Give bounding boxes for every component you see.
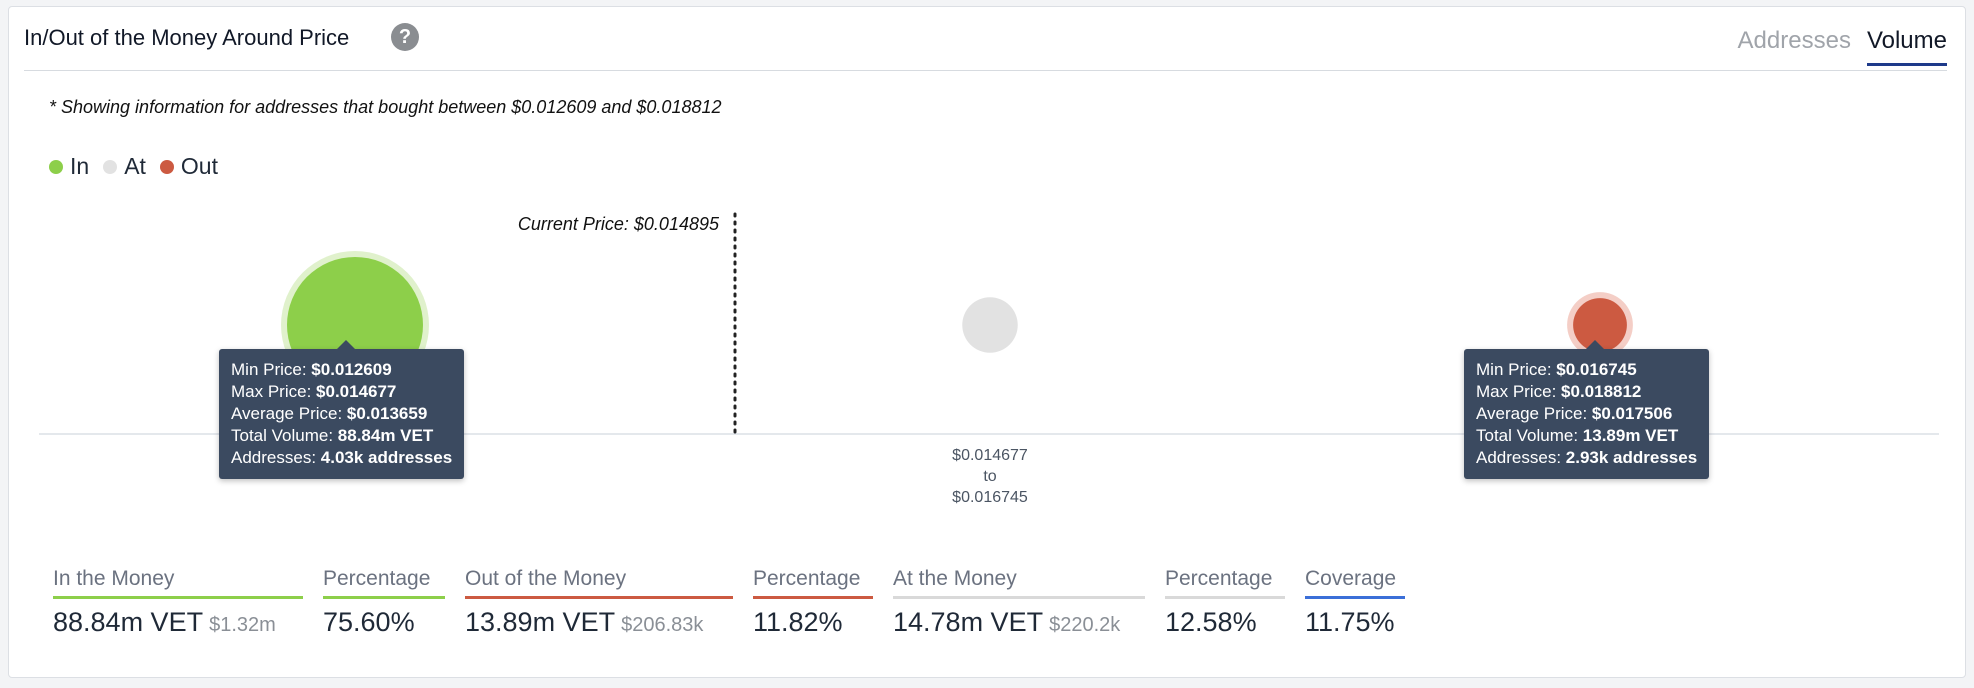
- stat-value: 11.75%: [1305, 607, 1395, 637]
- tooltip-row: Addresses: 4.03k addresses: [231, 448, 453, 467]
- x-tick-label: to: [983, 468, 996, 485]
- legend-dot-in: [49, 159, 63, 174]
- stat-out-of-the-money: Out of the Money 13.89m VET $206.83k: [465, 567, 733, 638]
- tooltip-row: Max Price: $0.014677: [231, 382, 397, 401]
- view-tabs: Addresses Volume: [1738, 27, 1947, 66]
- help-icon[interactable]: ?: [391, 23, 419, 51]
- stat-in-the-money: In the Money 88.84m VET $1.32m: [53, 567, 303, 638]
- legend-dot-at: [103, 159, 118, 174]
- legend-item-in[interactable]: In: [49, 153, 89, 180]
- legend-item-at[interactable]: At: [103, 153, 146, 180]
- chart-legend: In At Out: [49, 153, 218, 180]
- tooltip-out: Min Price: $0.016745 Max Price: $0.01881…: [1464, 340, 1710, 479]
- page-title: In/Out of the Money Around Price: [24, 25, 350, 50]
- stat-value: 11.82%: [753, 607, 843, 637]
- tooltip-arrow: [337, 340, 355, 349]
- legend-label-out: Out: [180, 153, 218, 179]
- tooltip-in: Min Price: $0.012609 Max Price: $0.01467…: [219, 340, 465, 479]
- iomap-card: In/Out of the Money Around Price ? Addre…: [8, 6, 1966, 678]
- tooltip-row: Max Price: $0.018812: [1476, 382, 1642, 401]
- stat-label[interactable]: Percentage: [1165, 567, 1285, 599]
- stat-in-percentage: Percentage 75.60%: [323, 567, 445, 638]
- current-price-label: Current Price: $0.014895: [518, 214, 720, 234]
- stat-value: 14.78m VET $220.2k: [893, 607, 1121, 637]
- legend-label-at: At: [124, 153, 146, 179]
- stat-value: 75.60%: [323, 607, 415, 637]
- stat-label[interactable]: Coverage: [1305, 567, 1405, 599]
- bubble-out: [1573, 298, 1627, 352]
- tooltip-row: Average Price: $0.017506: [1476, 404, 1673, 423]
- stat-at-percentage: Percentage 12.58%: [1165, 567, 1285, 638]
- tooltip-row: Average Price: $0.013659: [231, 404, 428, 423]
- tooltip-row: Min Price: $0.012609: [231, 360, 392, 379]
- stat-label[interactable]: Percentage: [323, 567, 445, 599]
- x-tick-label: $0.014677: [952, 447, 1028, 464]
- tooltip-row: Min Price: $0.016745: [1476, 360, 1637, 379]
- legend-label-in: In: [70, 153, 90, 179]
- tooltip-row: Total Volume: 13.89m VET: [1476, 426, 1679, 445]
- stat-value: 88.84m VET $1.32m: [53, 607, 276, 637]
- tooltip-row: Addresses: 2.93k addresses: [1476, 448, 1698, 467]
- bubble-at: [962, 297, 1018, 353]
- legend-dot-out: [159, 159, 174, 174]
- range-note: * Showing information for addresses that…: [49, 97, 722, 117]
- tooltip-arrow: [1586, 340, 1604, 349]
- stat-at-the-money: At the Money 14.78m VET $220.2k: [893, 567, 1145, 638]
- summary-stats: In the Money 88.84m VET $1.32m Percentage…: [53, 567, 1405, 638]
- stat-label[interactable]: In the Money: [53, 567, 303, 599]
- legend-item-out[interactable]: Out: [159, 153, 218, 180]
- stat-coverage: Coverage 11.75%: [1305, 567, 1405, 638]
- stat-value: 13.89m VET $206.83k: [465, 607, 704, 637]
- stat-label[interactable]: Percentage: [753, 567, 873, 599]
- tab-addresses[interactable]: Addresses: [1737, 27, 1851, 54]
- x-tick-label: $0.016745: [952, 489, 1028, 506]
- header-divider: [24, 70, 1947, 71]
- stat-value: 12.58%: [1165, 607, 1257, 637]
- tooltip-row: Total Volume: 88.84m VET: [231, 426, 434, 445]
- stat-out-percentage: Percentage 11.82%: [753, 567, 873, 638]
- tab-volume[interactable]: Volume: [1866, 27, 1947, 66]
- stat-label[interactable]: Out of the Money: [465, 567, 733, 599]
- stat-label[interactable]: At the Money: [893, 567, 1145, 599]
